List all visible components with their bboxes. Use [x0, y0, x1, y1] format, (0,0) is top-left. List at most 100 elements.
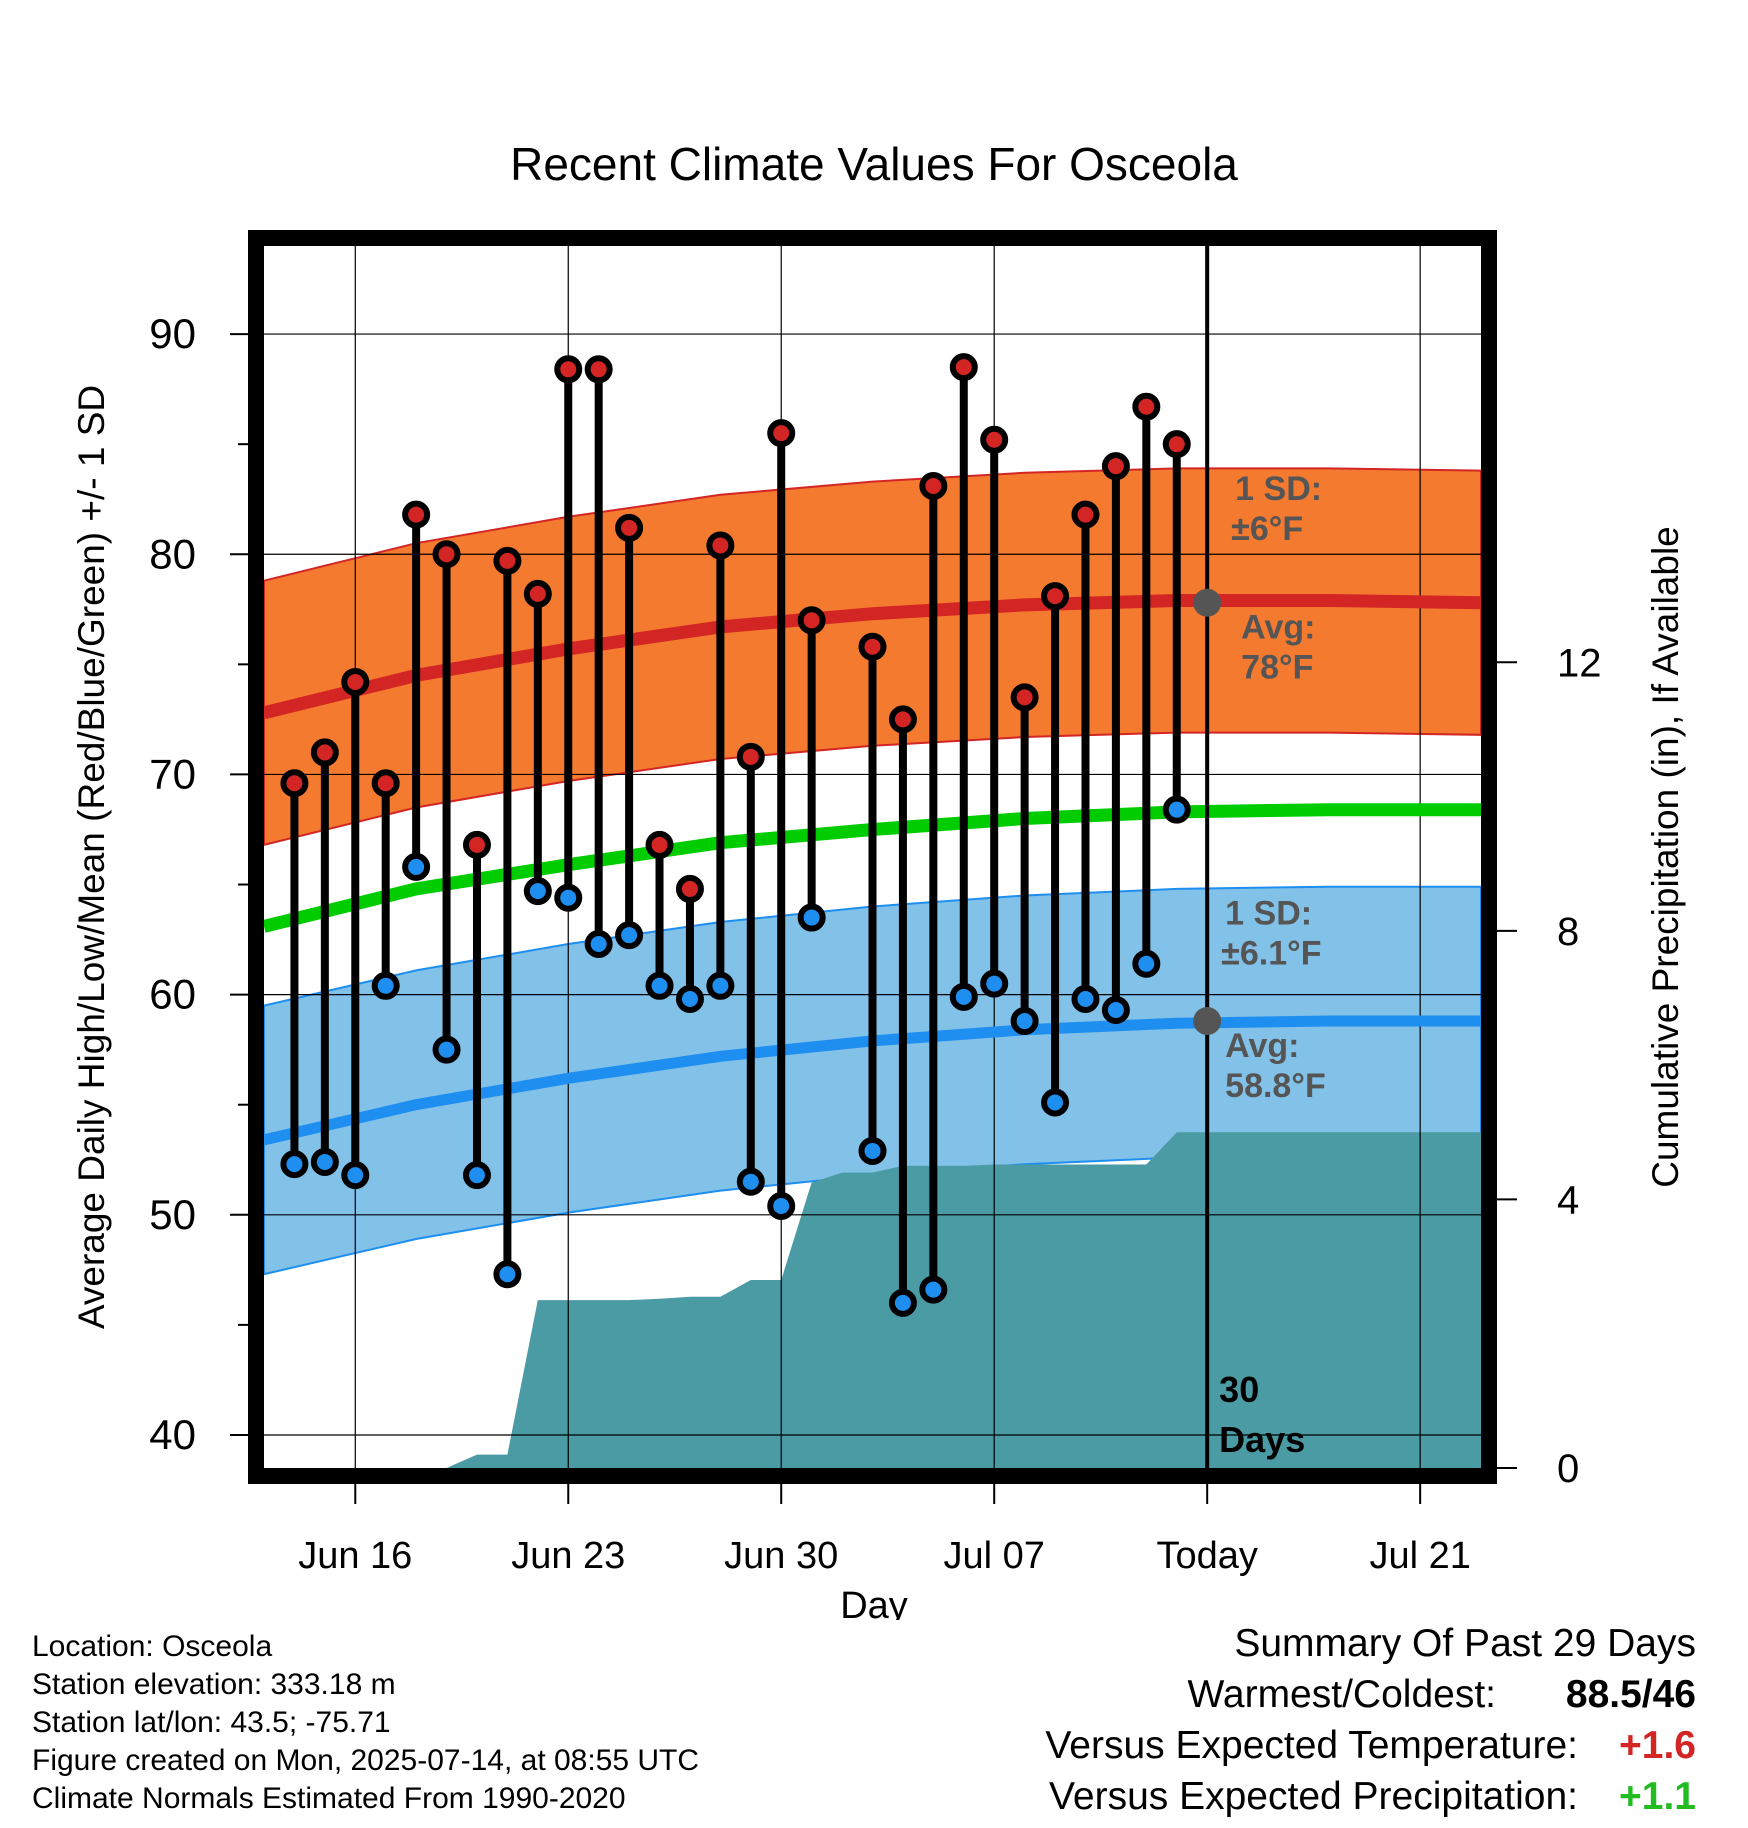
- x-tick-label: Jun 30: [724, 1535, 838, 1577]
- today-label-line2: Days: [1219, 1419, 1305, 1460]
- high-sd-label: 1 SD:: [1235, 470, 1322, 508]
- observations: [280, 353, 1191, 1317]
- obs-high-point: [645, 830, 674, 859]
- obs-high-point: [402, 500, 431, 529]
- obs-high-point: [554, 355, 583, 384]
- obs-low-point: [1071, 985, 1100, 1014]
- obs-low-point: [706, 971, 735, 1000]
- location-text: Location: Osceola: [32, 1630, 273, 1663]
- y-tick-label: 70: [149, 750, 196, 797]
- obs-low-point: [1010, 1007, 1039, 1036]
- obs-low-point: [1041, 1088, 1070, 1117]
- warmest-value: 88.5: [1565, 1673, 1642, 1716]
- obs-high-point: [675, 874, 704, 903]
- obs-high-point: [615, 513, 644, 542]
- obs-low-point: [432, 1035, 461, 1064]
- obs-high-point: [432, 540, 461, 569]
- precip-anomaly-value: +1.1: [1619, 1775, 1696, 1818]
- obs-low-point: [888, 1288, 917, 1317]
- obs-high-point: [371, 769, 400, 798]
- obs-low-point: [493, 1260, 522, 1289]
- obs-low-point: [919, 1275, 948, 1304]
- obs-low-point: [645, 971, 674, 1000]
- high-sd-value: ±6°F: [1231, 510, 1303, 548]
- plot-frame: [248, 230, 1497, 1484]
- y2-tick-label: 4: [1557, 1178, 1579, 1222]
- latlon-text: Station lat/lon: 43.5; -75.71: [32, 1706, 391, 1739]
- obs-high-point: [767, 419, 796, 448]
- obs-low-point: [949, 982, 978, 1011]
- obs-low-point: [462, 1161, 491, 1190]
- obs-low-point: [310, 1147, 339, 1176]
- axes: 40 50 60 70 80 90 0 4 8 12 Jun 16 Jun 23 Jun 30 Jul 0…: [71, 310, 1686, 1577]
- obs-low-point: [736, 1167, 765, 1196]
- obs-high-point: [1101, 452, 1130, 481]
- obs-high-point: [584, 355, 613, 384]
- x-tick-label: Jun 16: [298, 1535, 412, 1577]
- obs-high-point: [736, 742, 765, 771]
- y2-tick-label: 12: [1557, 641, 1602, 685]
- obs-low-point: [523, 877, 552, 906]
- y2-tick-label: 8: [1557, 910, 1579, 954]
- normal-high-line: [262, 594, 1482, 720]
- obs-high-point: [949, 353, 978, 382]
- x-tick-label: Jul 07: [943, 1535, 1044, 1577]
- avg-high-marker: [1193, 588, 1222, 617]
- obs-low-point: [797, 903, 826, 932]
- y-tick-label: 40: [149, 1411, 196, 1458]
- climate-chart: 30 Days 40 50 60 70 80 90 0 4 8 12 Jun 16 Jun 23 Jun …: [71, 138, 1686, 1620]
- obs-low-point: [1101, 996, 1130, 1025]
- obs-low-point: [371, 971, 400, 1000]
- summary-panel: Summary Of Past 29 Days Warmest/Coldest:…: [1045, 1618, 1696, 1822]
- obs-low-point: [980, 969, 1009, 998]
- temp-anomaly-label: Versus Expected Temperature:: [1045, 1724, 1578, 1767]
- temp-anomaly-value: +1.6: [1619, 1724, 1696, 1767]
- obs-high-point: [1010, 683, 1039, 712]
- station-info: Location: Osceola Station elevation: 333…: [32, 1628, 699, 1818]
- obs-low-point: [675, 985, 704, 1014]
- created-text: Figure created on Mon, 2025-07-14, at 08…: [32, 1744, 700, 1777]
- elevation-text: Station elevation: 333.18 m: [32, 1668, 396, 1701]
- coldest-value: /46: [1641, 1673, 1696, 1716]
- obs-low-point: [341, 1161, 370, 1190]
- today-label-line1: 30: [1219, 1369, 1259, 1410]
- chart-title: Recent Climate Values For Osceola: [510, 138, 1238, 190]
- x-tick-label: Today: [1156, 1535, 1257, 1577]
- obs-high-point: [888, 705, 917, 734]
- y-axis-label: Average Daily High/Low/Mean (Red/Blue/Gr…: [71, 385, 112, 1329]
- plot-border: [248, 230, 1497, 1484]
- obs-low-point: [1162, 795, 1191, 824]
- x-axis-label: Day: [840, 1585, 908, 1620]
- y-tick-label: 50: [149, 1191, 196, 1238]
- obs-low-point: [280, 1150, 309, 1179]
- y-tick-label: 90: [149, 310, 196, 357]
- obs-high-point: [919, 471, 948, 500]
- y2-axis-label: Cumulative Precipitation (in), If Availa…: [1645, 526, 1686, 1188]
- obs-low-point: [858, 1136, 887, 1165]
- normals-text: Climate Normals Estimated From 1990-2020: [32, 1782, 626, 1815]
- precip-anomaly-label: Versus Expected Precipitation:: [1049, 1775, 1578, 1818]
- high-avg-label: Avg:: [1241, 609, 1315, 647]
- obs-high-point: [493, 546, 522, 575]
- obs-high-point: [280, 769, 309, 798]
- today-line: 30 Days: [1205, 246, 1305, 1468]
- warm-cold-label: Warmest/Coldest:: [1187, 1673, 1496, 1716]
- obs-low-point: [767, 1191, 796, 1220]
- x-tick-label: Jun 23: [511, 1535, 625, 1577]
- low-avg-label: Avg:: [1225, 1027, 1299, 1065]
- obs-high-point: [1162, 430, 1191, 459]
- avg-low-marker: [1193, 1007, 1222, 1036]
- low-avg-value: 58.8°F: [1225, 1067, 1326, 1105]
- y-tick-label: 60: [149, 971, 196, 1018]
- obs-high-point: [706, 531, 735, 560]
- obs-high-point: [341, 667, 370, 696]
- obs-low-point: [402, 852, 431, 881]
- high-avg-value: 78°F: [1241, 649, 1313, 687]
- x-tick-label: Jul 21: [1369, 1535, 1470, 1577]
- obs-high-point: [1071, 500, 1100, 529]
- obs-high-point: [1041, 582, 1070, 611]
- obs-high-point: [858, 632, 887, 661]
- obs-low-point: [615, 921, 644, 950]
- obs-high-point: [797, 606, 826, 635]
